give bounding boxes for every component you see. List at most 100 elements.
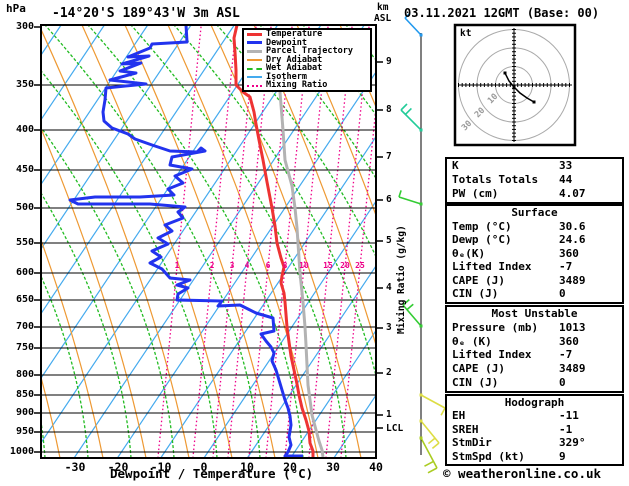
km-tick-label: 6	[386, 194, 392, 205]
isotherm-line	[41, 25, 322, 444]
pressure-tick-label: 350	[15, 79, 34, 90]
table-row-label: CIN (J)	[452, 376, 499, 390]
wind-barb	[404, 12, 423, 37]
dry-adiabat-line	[41, 27, 190, 458]
hodograph	[453, 23, 577, 147]
table-row: CAPE (J) 3489	[447, 274, 622, 288]
wind-barb	[419, 419, 440, 450]
mixing-ratio-value-label: 1	[174, 261, 180, 270]
table-row-value: 0	[559, 376, 566, 390]
temperature-tick-label: 0	[200, 460, 208, 474]
temperature-curve	[232, 25, 315, 457]
dry-adiabat-line	[41, 375, 61, 458]
table-row: StmDir 329°	[447, 436, 622, 449]
table-row-label: Pressure (mb)	[452, 320, 539, 334]
mixing-ratio-value-label: 6	[265, 261, 271, 270]
mixing-ratio-line	[325, 25, 370, 458]
table-row-label: θₑ(K)	[452, 246, 486, 260]
table-row-label: Totals Totals	[452, 173, 539, 186]
mixing-ratio-line	[157, 25, 202, 458]
dewpoint-legend-swatch-icon	[247, 41, 262, 45]
isotherm-line	[73, 25, 365, 458]
hodograph-trace	[504, 72, 535, 103]
table-section-header: Hodograph	[504, 396, 565, 409]
table-row-label: EH	[452, 409, 466, 423]
mixing-ratio-value-label: 8	[282, 261, 288, 270]
table-row-label: Temp (°C)	[452, 219, 512, 233]
isotherm-legend-swatch-icon	[247, 76, 262, 79]
mixing-ratio-value-label: 2	[209, 261, 215, 270]
dewpoint-curve	[68, 25, 303, 458]
isotherm-line	[290, 329, 376, 458]
legend-entry-label: Temperature	[266, 29, 323, 40]
isotherm-line	[41, 25, 279, 380]
temperature-tick-label: 20	[283, 460, 297, 474]
wet-adiabat-line	[87, 25, 304, 458]
km-tick-label: 8	[386, 104, 392, 115]
mixing-ratio-line	[265, 25, 310, 458]
legend-entry: Dry Adiabat	[244, 56, 370, 65]
isotherm-line	[41, 25, 105, 121]
table-row-value: -11	[559, 409, 579, 423]
table-row: Totals Totals 44	[447, 173, 622, 187]
table-section: Hodograph EH -11 SREH -1 StmDir 329° StmSpd (kt…	[445, 394, 624, 466]
pressure-tick-label: 450	[15, 164, 34, 175]
pressure-tick-label: 500	[15, 202, 34, 213]
table-row: StmSpd (kt) 9	[447, 450, 622, 463]
isotherm-line	[41, 25, 149, 186]
mixing-ratio-legend-swatch-icon	[247, 84, 262, 87]
table-row: Lifted Index -7	[447, 348, 622, 362]
hodograph-trace-dot	[532, 100, 536, 104]
wind-barb	[398, 190, 423, 206]
table-section-header: Most Unstable	[491, 307, 578, 320]
table-row-label: SREH	[452, 422, 479, 436]
legend-entry: Dewpoint	[244, 39, 370, 48]
asl-axis-unit-label: ASL	[374, 13, 392, 24]
km-tick-label: 1	[386, 409, 392, 420]
table-row: CIN (J) 0	[447, 287, 622, 301]
dry-adiabat-line	[167, 25, 319, 458]
km-tick-label: 2	[386, 367, 392, 378]
wind-barb	[400, 103, 423, 132]
table-row: Temp (°C) 30.6	[447, 220, 622, 234]
table-row-label: Dewp (°C)	[452, 233, 512, 247]
table-row-label: Lifted Index	[452, 348, 532, 362]
temperature-tick-label: -20	[107, 460, 129, 474]
temperature-tick-label: 40	[369, 460, 383, 474]
pressure-tick-label: 950	[15, 426, 34, 437]
temperature-tick-label: 30	[326, 460, 340, 474]
mixing-ratio-axis-label: Mixing Ratio (g/kg)	[396, 225, 407, 334]
wind-barb	[402, 298, 423, 328]
isotherm-line	[41, 25, 235, 315]
pressure-tick-label: 550	[15, 237, 34, 248]
wet-adiabat-line	[41, 191, 132, 458]
wet-adiabat-legend-swatch-icon	[247, 67, 262, 70]
legend-entry-label: Dry Adiabat	[266, 54, 323, 65]
isotherm-line	[203, 200, 376, 458]
date-header: 03.11.2021 12GMT (Base: 00)	[404, 6, 600, 20]
temperature-tick-label: -30	[64, 460, 86, 474]
hodograph-trace-dot	[512, 85, 516, 89]
dry-adiabat-line	[81, 25, 233, 458]
dry-adiabat-line	[41, 126, 147, 458]
mixing-ratio-line	[192, 25, 237, 458]
km-tick-label: 7	[386, 151, 392, 162]
temperature-legend-swatch-icon	[247, 32, 262, 36]
table-row-value: 1013	[559, 320, 586, 334]
hodograph-trace-dot	[503, 71, 507, 75]
km-tick-label: 4	[386, 282, 392, 293]
table-row-value: 360	[559, 334, 579, 348]
table-row: PW (cm) 4.07	[447, 187, 622, 201]
wet-adiabat-line	[41, 69, 218, 458]
km-tick-label: 9	[386, 56, 392, 67]
legend-entry-label: Parcel Trajectory	[266, 46, 353, 57]
table-row-label: Lifted Index	[452, 260, 532, 274]
mixing-ratio-line	[212, 25, 257, 458]
isotherm-line	[41, 25, 192, 250]
table-row: θₑ(K) 360	[447, 247, 622, 261]
pressure-unit-label: hPa	[6, 2, 26, 15]
table-row-label: CAPE (J)	[452, 362, 505, 376]
table-row-value: 24.6	[559, 233, 586, 247]
